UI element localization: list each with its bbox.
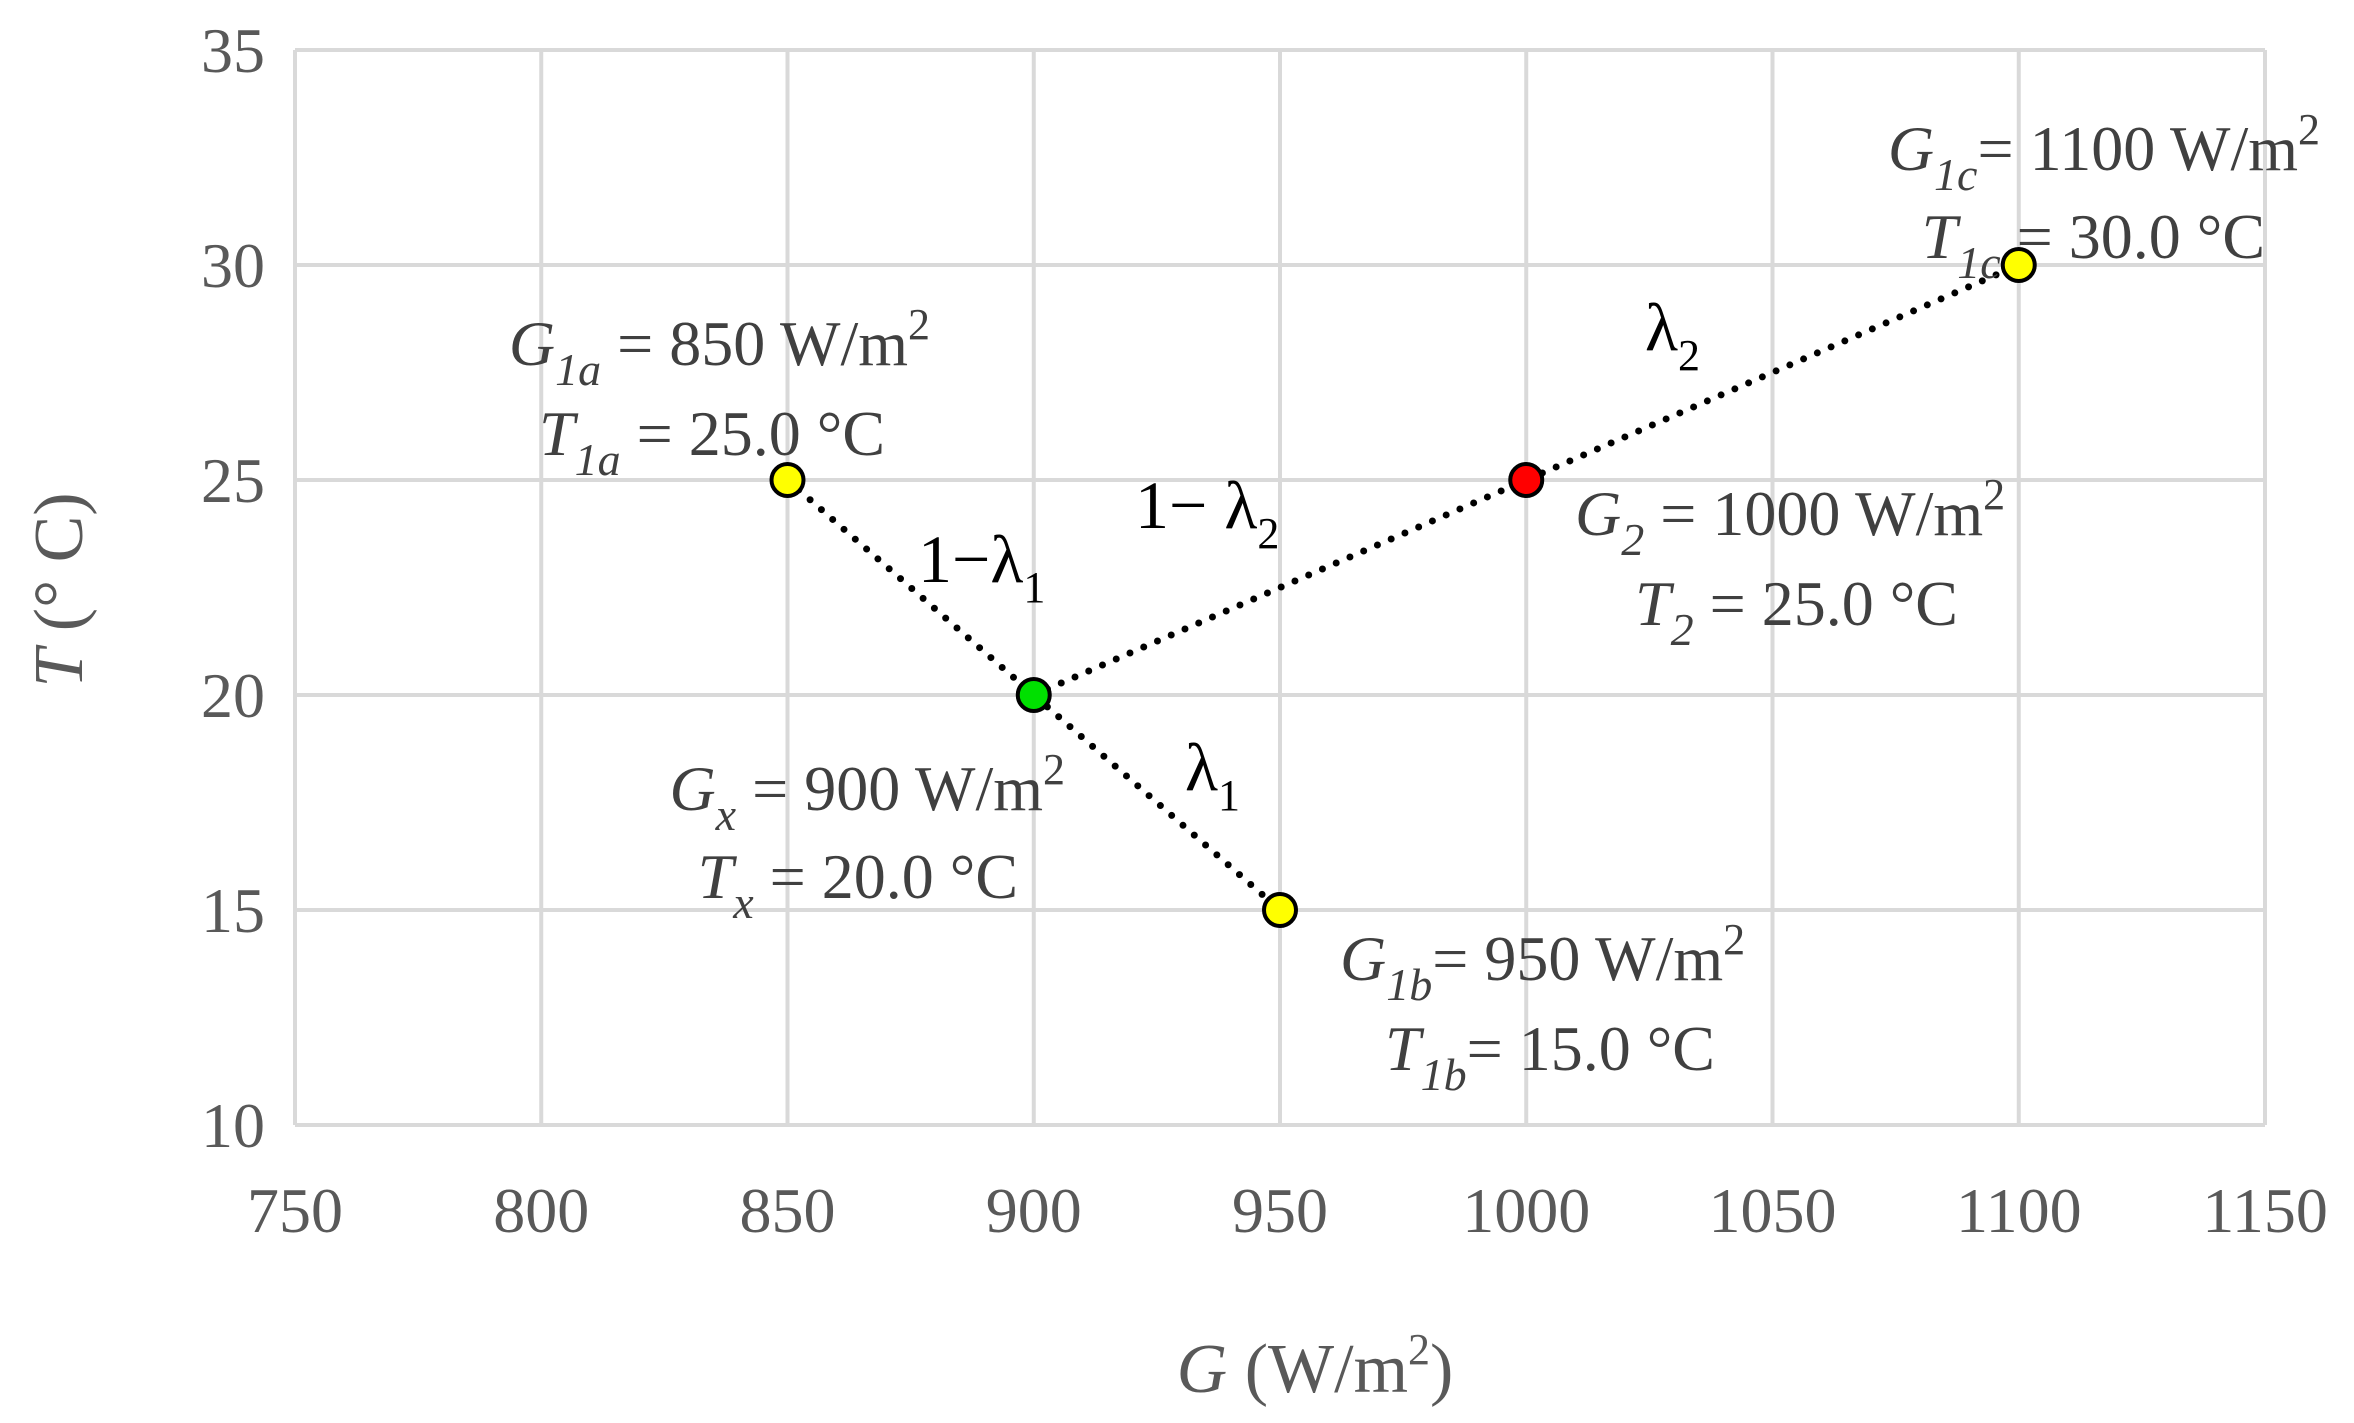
- grid-lines: [293, 48, 2267, 1127]
- data-points: [769, 247, 2037, 928]
- label-g-x: Gx = 900 W/m2: [669, 745, 1065, 840]
- label-g-1a: G1a = 850 W/m2: [509, 300, 930, 395]
- x-tick-label-800: 800: [493, 1175, 589, 1246]
- y-axis-title: T (° C): [21, 492, 98, 687]
- segment-labels: 1−λ1 λ1 1− λ2 λ2: [918, 289, 1700, 820]
- point-x: [1015, 677, 1052, 713]
- segment-label-1: 1−λ1: [918, 521, 1045, 612]
- label-g-1b: G1b= 950 W/m2: [1340, 915, 1745, 1010]
- point-1b: [1262, 892, 1298, 928]
- label-t-1a: T1a = 25.0 °C: [539, 398, 885, 485]
- point-2: [1508, 462, 1545, 498]
- point-1c: [2000, 247, 2037, 283]
- x-tick-label-950: 950: [1232, 1175, 1328, 1246]
- x-tick-label-1150: 1150: [2202, 1175, 2328, 1246]
- point-1a: [769, 462, 806, 498]
- x-tick-label-1050: 1050: [1709, 1175, 1837, 1246]
- x-tick-label-1100: 1100: [1956, 1175, 2082, 1246]
- x-axis-title: G (W/m2): [1177, 1325, 1454, 1408]
- x-axis-unit-sup: 2: [1408, 1325, 1430, 1374]
- label-g-2: G2 = 1000 W/m2: [1575, 470, 2005, 565]
- x-tick-label-850: 850: [740, 1175, 836, 1246]
- y-axis-var: T: [21, 644, 98, 688]
- x-tick-label-750: 750: [247, 1175, 343, 1246]
- label-t-1b: T1b= 15.0 °C: [1385, 1013, 1715, 1100]
- y-tick-label-30: 30: [201, 230, 265, 301]
- x-tick-label-1000: 1000: [1462, 1175, 1590, 1246]
- x-axis-unit-post: ): [1430, 1331, 1453, 1408]
- x-tick-label-900: 900: [986, 1175, 1082, 1246]
- tick-labels: 750 800 850 900 950 1000 1050 1100 1150 10 15 20 25 3…: [201, 15, 2328, 1246]
- y-tick-label-10: 10: [201, 1090, 265, 1161]
- y-axis-unit: (° C): [21, 492, 98, 648]
- segment-label-2: λ1: [1185, 729, 1240, 820]
- label-t-2: T2 = 25.0 °C: [1635, 568, 1958, 655]
- y-tick-label-20: 20: [201, 660, 265, 731]
- y-tick-label-35: 35: [201, 15, 265, 86]
- y-tick-label-25: 25: [201, 445, 265, 516]
- segment-label-4: λ2: [1645, 289, 1700, 380]
- label-t-1c: T1c = 30.0 °C: [1922, 201, 2265, 288]
- segment-label-3: 1− λ2: [1135, 467, 1279, 558]
- label-g-1c: G1c= 1100 W/m2: [1888, 105, 2320, 200]
- x-axis-var: G: [1177, 1331, 1228, 1408]
- y-tick-label-15: 15: [201, 875, 265, 946]
- x-axis-unit-pre: (W/m: [1227, 1331, 1408, 1408]
- label-t-x: Tx = 20.0 °C: [698, 841, 1018, 928]
